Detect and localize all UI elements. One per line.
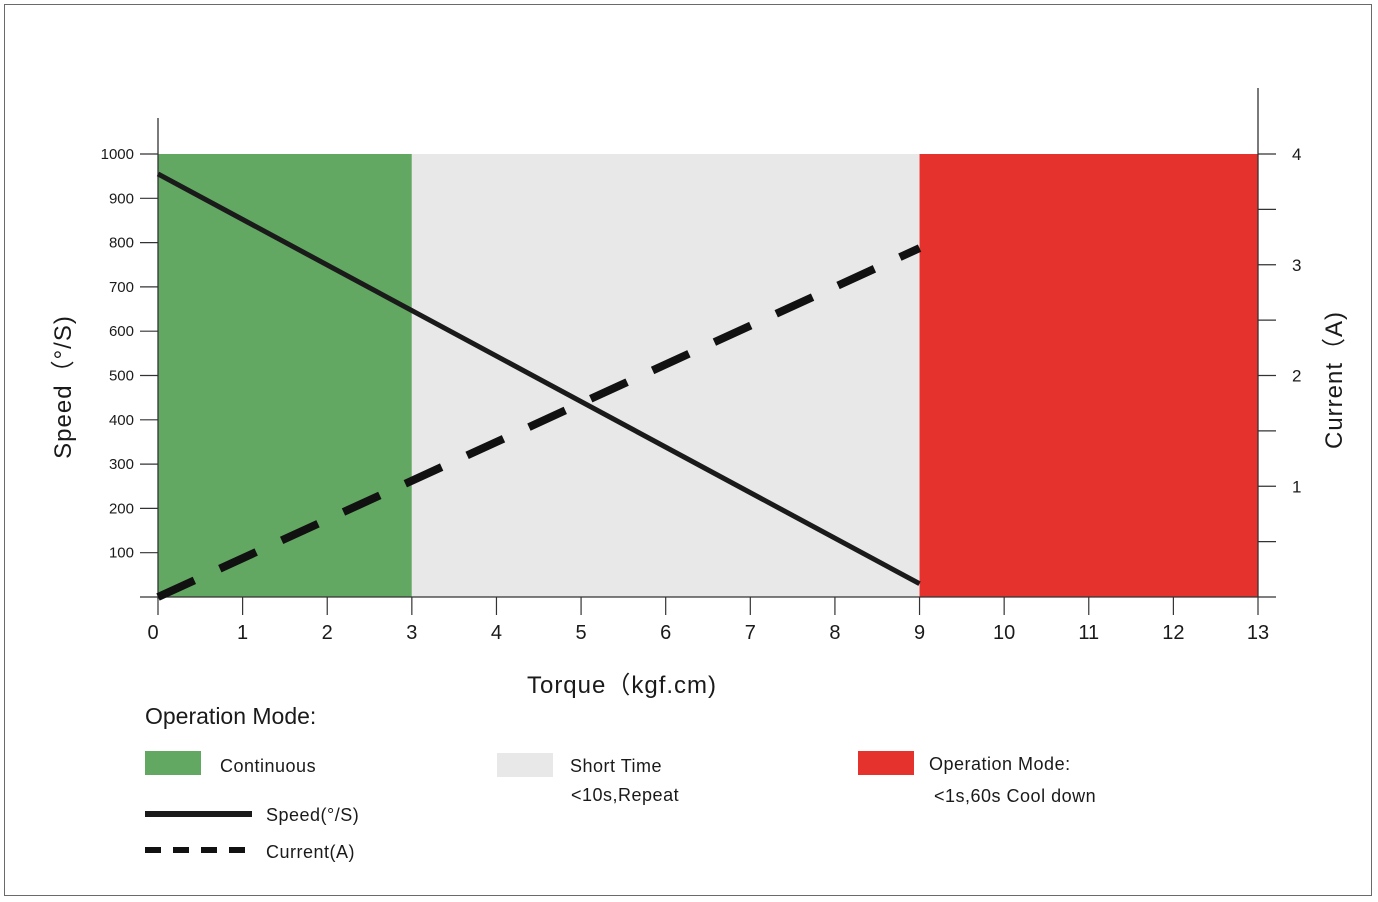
x-tick-label-11: 11 [1078,622,1099,644]
x-tick-label-9: 9 [914,622,925,644]
legend-label-operation-mode: Operation Mode: [929,754,1071,774]
y-tick-label-100: 100 [109,545,134,562]
y2-tick-label-2: 2 [1292,367,1301,386]
legend-label-speed: Speed(°/S) [266,805,359,825]
y-tick-label-200: 200 [109,500,134,517]
y-axis-title: Speed（°/S) [50,315,77,459]
zone-band-2 [919,154,1258,597]
legend-label-short-time: Short Time [570,756,662,776]
x-tick-label-8: 8 [829,622,840,644]
chart-series [156,171,922,601]
chart-axes [140,88,1276,615]
y-tick-label-500: 500 [109,368,134,385]
y-tick-label-600: 600 [109,323,134,340]
x-tick-label-5: 5 [576,622,587,644]
legend-heading: Operation Mode: [145,703,316,729]
legend-sublabel-short-time: <10s,Repeat [571,785,679,805]
legend-swatch-operation-mode [858,751,914,775]
y-tick-label-300: 300 [109,456,134,473]
x-tick-label-7: 7 [745,622,756,644]
x-tick-label-10: 10 [993,622,1015,644]
y2-tick-label-4: 4 [1292,145,1301,164]
y-tick-label-1000: 1000 [101,146,134,163]
x-tick-label-6: 6 [660,622,671,644]
x-tick-label-2: 2 [322,622,333,644]
legend-label-continuous: Continuous [220,756,316,776]
x-tick-label-3: 3 [406,622,417,644]
x-tick-label-12: 12 [1162,622,1184,644]
operation-zones [158,154,1258,597]
series-line-speed [156,171,921,586]
y-tick-label-800: 800 [109,235,134,252]
legend-swatch-short-time [497,753,553,777]
zone-band-0 [158,154,412,597]
x-axis-title: Torque（kgf.cm) [527,672,717,699]
legend-sublabel-operation-mode: <1s,60s Cool down [934,786,1096,806]
y-tick-label-900: 900 [109,190,134,207]
y2-tick-label-1: 1 [1292,477,1301,496]
legend: Operation Mode: Continuous Short Time <1… [145,703,1096,862]
x-tick-label-13: 13 [1247,622,1269,644]
series-line-current [156,244,922,601]
y-tick-label-400: 400 [109,412,134,429]
legend-swatch-continuous [145,751,201,775]
x-tick-label-4: 4 [491,622,502,644]
y-tick-label-700: 700 [109,279,134,296]
x-tick-label-0: 0 [147,622,158,644]
zone-band-1 [411,154,920,597]
x-tick-label-1: 1 [237,622,248,644]
legend-label-current: Current(A) [266,842,355,862]
chart-frame [4,4,1372,896]
y2-axis-title: Current（A) [1321,311,1348,449]
y2-tick-label-3: 3 [1292,256,1301,275]
